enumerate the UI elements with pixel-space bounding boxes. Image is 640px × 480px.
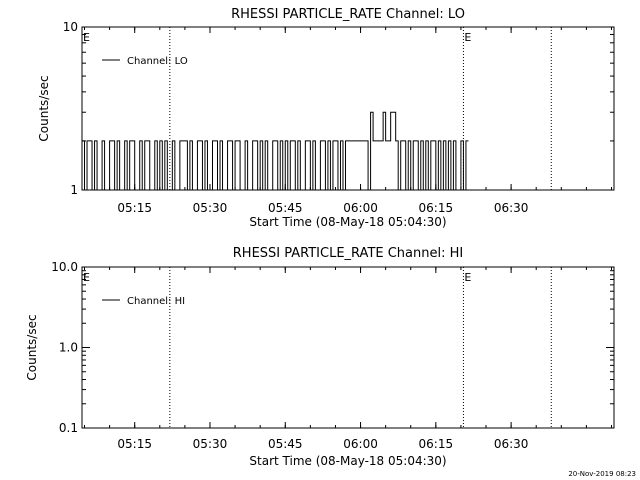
event-marker-label: E xyxy=(83,271,90,284)
footer-timestamp: 20-Nov-2019 08:23 xyxy=(568,470,636,478)
y-axis-label: Counts/sec xyxy=(37,75,51,141)
legend-label: Channel: HI xyxy=(127,296,185,307)
chart-title: RHESSI PARTICLE_RATE Channel: LO xyxy=(231,7,465,22)
x-tick-label: 05:30 xyxy=(193,437,228,451)
x-tick-label: 05:15 xyxy=(117,437,152,451)
event-marker-label: E xyxy=(464,271,471,284)
y-tick-label: 1 xyxy=(70,183,78,197)
x-tick-label: 05:45 xyxy=(268,437,303,451)
chart-title: RHESSI PARTICLE_RATE Channel: HI xyxy=(233,246,463,261)
x-tick-label: 05:30 xyxy=(193,201,228,215)
x-tick-label: 06:30 xyxy=(494,201,529,215)
x-axis-label: Start Time (08-May-18 05:04:30) xyxy=(249,215,446,229)
plot-frame xyxy=(81,266,615,429)
x-tick-label: 05:15 xyxy=(117,201,152,215)
x-tick-label: 06:00 xyxy=(343,201,378,215)
plot-frame xyxy=(81,26,615,191)
x-tick-label: 06:15 xyxy=(419,201,454,215)
event-marker-label: E xyxy=(464,31,471,44)
x-tick-label: 05:45 xyxy=(268,201,303,215)
x-tick-label: 06:00 xyxy=(343,437,378,451)
x-tick-label: 06:30 xyxy=(494,437,529,451)
y-tick-label: 0.1 xyxy=(59,421,78,435)
chart-panel-lo: RHESSI PARTICLE_RATE Channel: LO 05:15 05:… xyxy=(37,7,615,229)
y-tick-label: 10.0 xyxy=(51,260,78,274)
chart-panel-hi: RHESSI PARTICLE_RATE Channel: HI 05:15 05:… xyxy=(25,246,615,468)
legend-label: Channel: LO xyxy=(127,56,188,67)
x-tick-label: 06:15 xyxy=(419,437,454,451)
y-tick-label: 1.0 xyxy=(59,341,78,355)
event-marker-label: E xyxy=(83,31,90,44)
series-line-0 xyxy=(82,111,469,191)
y-tick-label: 10 xyxy=(63,20,78,34)
x-axis-label: Start Time (08-May-18 05:04:30) xyxy=(249,454,446,468)
y-axis-label: Counts/sec xyxy=(25,314,39,380)
